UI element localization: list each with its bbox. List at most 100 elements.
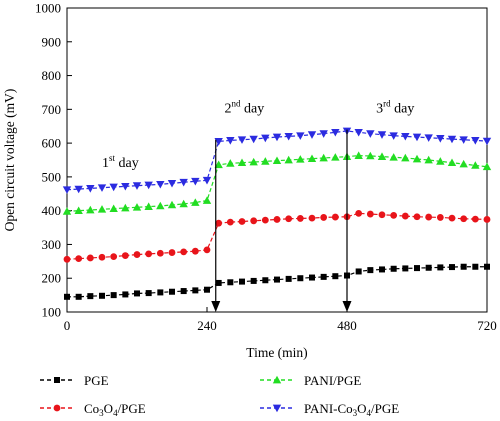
y-tick-label: 900 — [42, 34, 62, 49]
data-point — [482, 137, 492, 146]
data-point — [447, 135, 457, 144]
data-point — [320, 273, 327, 280]
data-point — [226, 137, 235, 145]
data-point — [449, 264, 455, 271]
data-point — [319, 130, 328, 138]
data-point — [109, 204, 118, 212]
data-point — [377, 152, 387, 160]
legend-marker — [53, 404, 61, 412]
day-label: 1st day — [102, 153, 139, 171]
day-arrow — [211, 139, 221, 312]
y-tick-label: 300 — [42, 237, 62, 252]
data-point — [272, 156, 282, 165]
data-point — [273, 216, 281, 223]
legend-label: Co3O4/PGE — [84, 401, 146, 418]
data-point — [63, 255, 71, 263]
data-point — [169, 288, 175, 295]
data-point — [437, 264, 444, 271]
data-point — [296, 215, 304, 222]
data-point — [192, 287, 199, 294]
legend-label-part: Co — [84, 401, 99, 416]
data-point — [144, 202, 153, 210]
data-point — [226, 218, 234, 226]
data-point — [86, 185, 95, 193]
data-point — [484, 263, 490, 270]
data-point — [459, 159, 468, 168]
series-1 — [63, 209, 491, 263]
data-point — [180, 248, 188, 256]
series-0 — [64, 263, 490, 300]
day-label-number: 3 — [376, 102, 383, 117]
data-point — [425, 213, 433, 221]
data-point — [284, 132, 293, 141]
data-point — [121, 252, 129, 259]
data-point — [97, 184, 107, 192]
legend-label-part: 3 — [99, 408, 104, 418]
data-point — [249, 157, 258, 166]
data-point — [202, 176, 212, 185]
data-point — [354, 128, 363, 137]
data-point — [145, 250, 153, 258]
data-point — [332, 273, 339, 280]
data-point — [214, 138, 223, 146]
data-point — [436, 214, 444, 221]
arrow-head — [342, 301, 352, 312]
data-point — [110, 292, 117, 299]
data-point — [414, 265, 420, 272]
legend-label-part: PANI-Co — [304, 401, 353, 416]
legend-item: PGE — [40, 373, 109, 388]
data-point — [227, 279, 234, 286]
data-point — [285, 215, 293, 223]
data-point — [401, 212, 409, 220]
data-point — [307, 131, 317, 139]
data-point — [308, 214, 316, 222]
data-point — [307, 154, 317, 163]
x-tick-label: 240 — [197, 318, 217, 333]
data-point — [86, 205, 95, 214]
data-point — [261, 216, 269, 224]
data-point — [379, 266, 385, 273]
data-point — [133, 251, 141, 258]
data-point — [145, 290, 152, 297]
legend-label-part: O — [104, 401, 113, 416]
legend-label-part: /PGE — [371, 401, 399, 416]
legend-label: PANI/PGE — [304, 373, 361, 388]
day-label-suffix: nd — [232, 99, 242, 109]
data-point — [98, 253, 106, 261]
data-point — [179, 199, 188, 208]
data-point — [401, 132, 410, 141]
day-label-number: 1 — [102, 156, 109, 171]
data-point — [239, 278, 245, 285]
day-label-word: day — [391, 102, 415, 117]
data-point — [74, 206, 83, 215]
legend-item: PANI-Co3O4/PGE — [260, 401, 399, 418]
legend-label: PANI-Co3O4/PGE — [304, 401, 399, 418]
data-point — [74, 185, 83, 194]
data-point — [436, 157, 445, 165]
data-point — [377, 131, 387, 139]
day-arrow — [342, 129, 352, 312]
data-point — [447, 158, 457, 167]
data-point — [424, 155, 433, 164]
data-point — [132, 182, 142, 190]
data-point — [250, 217, 258, 225]
data-point — [75, 255, 83, 263]
data-point — [64, 293, 70, 300]
data-point — [168, 249, 176, 256]
data-point — [191, 198, 200, 206]
data-point — [215, 279, 222, 286]
data-point — [355, 268, 362, 275]
day-label-word: day — [115, 156, 139, 171]
legend-item: PANI/PGE — [260, 373, 361, 388]
plot-area: 100 200 300 400 500 600 700 800 900 1000 0 240 480 72… — [35, 1, 497, 334]
plot-frame — [66, 7, 488, 313]
data-point — [156, 180, 165, 189]
y-tick-label: 500 — [42, 169, 62, 184]
legend-item: Co3O4/PGE — [40, 401, 146, 418]
day-label-number: 2 — [225, 102, 232, 117]
data-point — [285, 275, 292, 282]
data-point — [354, 151, 363, 159]
y-axis-title: Open circuit voltage (mV) — [2, 89, 17, 232]
data-point — [366, 210, 374, 218]
data-point — [122, 291, 129, 298]
